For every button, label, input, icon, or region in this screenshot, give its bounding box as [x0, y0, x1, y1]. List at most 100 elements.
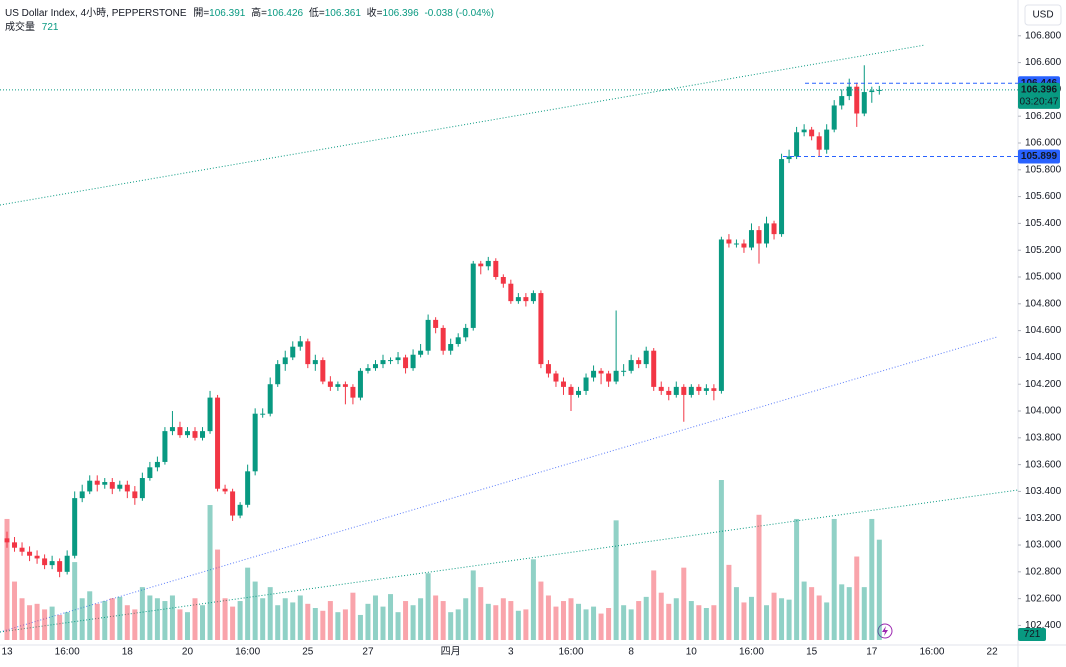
candle-body: [560, 381, 566, 387]
volume-bar: [463, 598, 469, 640]
trend-line: [0, 489, 1019, 633]
x-tick-label: 18: [122, 647, 134, 658]
volume-bar: [560, 601, 566, 640]
volume-bar: [357, 614, 363, 640]
volume-bar: [846, 587, 852, 640]
volume-bar: [222, 598, 228, 640]
volume-bar: [508, 601, 514, 640]
currency[interactable]: USD: [1032, 10, 1053, 21]
volume-bar: [591, 606, 597, 640]
candle-body: [779, 159, 785, 235]
y-tick-label: 102.400: [1025, 620, 1062, 631]
y-tick-label: 105.800: [1025, 164, 1062, 175]
candle-body: [380, 360, 386, 365]
volume-bar: [365, 603, 371, 640]
volume-bar: [230, 606, 236, 640]
volume-bar: [350, 592, 356, 640]
volume-bar: [237, 601, 243, 640]
candle-body: [57, 561, 63, 572]
candle-body: [576, 390, 582, 395]
volume-bar: [267, 587, 273, 640]
y-tick-label: 106.000: [1025, 138, 1062, 149]
candle-body: [741, 243, 747, 248]
volume-bar: [726, 564, 732, 640]
candle-body: [72, 498, 78, 556]
volume-bar: [215, 549, 221, 640]
volume-bar: [651, 570, 657, 640]
y-tick-label: 104.200: [1025, 379, 1062, 390]
y-tick-label: 103.000: [1025, 540, 1062, 551]
symbol: US Dollar Index, 4小時, PEPPERSTONE: [5, 7, 187, 19]
candle-body: [696, 386, 702, 391]
volume-bar: [733, 587, 739, 640]
plot: [4, 65, 882, 640]
volume-bar: [320, 610, 326, 640]
volume-bar: [741, 602, 747, 640]
trend-line: [0, 336, 998, 633]
x-tick-label: 25: [302, 647, 314, 658]
candle-body: [500, 277, 506, 284]
event-bolt: [882, 626, 888, 636]
candle-body: [388, 360, 394, 362]
volume-bar: [794, 518, 800, 640]
volume-bar: [681, 567, 687, 640]
volume-bar: [124, 605, 130, 640]
candle-body: [305, 341, 311, 365]
candle-body: [42, 558, 48, 566]
candle-body: [628, 360, 634, 371]
candle-body: [222, 488, 228, 492]
candle-body: [4, 538, 10, 543]
volume-bar: [816, 595, 822, 640]
volume-bar: [57, 614, 63, 640]
x-tick-label: 16:00: [919, 647, 944, 658]
candle-body: [794, 132, 800, 157]
y-tick-label: 104.000: [1025, 406, 1062, 417]
volume-bar: [19, 598, 25, 640]
candle-body: [260, 413, 266, 415]
current-price-label: 106.396: [1021, 85, 1058, 96]
candle-body: [786, 156, 792, 160]
volume-bar: [109, 598, 115, 640]
volume-bar: [87, 591, 93, 640]
volume-bar: [275, 605, 281, 640]
high-label: 高=: [251, 6, 267, 19]
volume-bar: [500, 598, 506, 640]
volume-bar: [801, 581, 807, 640]
volume-bar: [621, 605, 627, 640]
y-tick-label: 105.400: [1025, 218, 1062, 229]
volume-bar: [388, 594, 394, 640]
volume-bar: [636, 601, 642, 640]
candle-body: [718, 239, 724, 391]
volume-bar: [643, 596, 649, 640]
candle-body: [19, 547, 25, 552]
volume-bar: [470, 570, 476, 640]
volume-bar: [418, 598, 424, 640]
candle-body: [591, 370, 597, 378]
candle-body: [200, 431, 206, 438]
volume-bar: [553, 606, 559, 640]
candle-body: [553, 373, 559, 382]
candle-body: [568, 386, 574, 395]
volume-bar: [162, 601, 168, 640]
candle-body: [538, 293, 544, 365]
price-label: 105.899: [1021, 151, 1058, 162]
candle-body: [207, 397, 213, 432]
currency-button[interactable]: [1024, 4, 1062, 26]
candle-body: [688, 386, 694, 395]
candle-body: [147, 467, 153, 479]
volume-bar: [538, 581, 544, 640]
volume-bar: [42, 609, 48, 640]
open-value: 106.391: [209, 8, 246, 19]
volume-bar: [342, 609, 348, 640]
candle-body: [342, 384, 348, 387]
y-tick-label: 103.600: [1025, 459, 1062, 470]
x-tick-label: 8: [628, 647, 634, 658]
volume-bar: [139, 587, 145, 640]
volume-bar: [568, 598, 574, 640]
x-tick-label: 16:00: [55, 647, 80, 658]
volume-bar: [380, 606, 386, 640]
y-tick-label: 105.000: [1025, 272, 1062, 283]
volume-bar: [854, 556, 860, 640]
candle-body: [636, 360, 642, 365]
